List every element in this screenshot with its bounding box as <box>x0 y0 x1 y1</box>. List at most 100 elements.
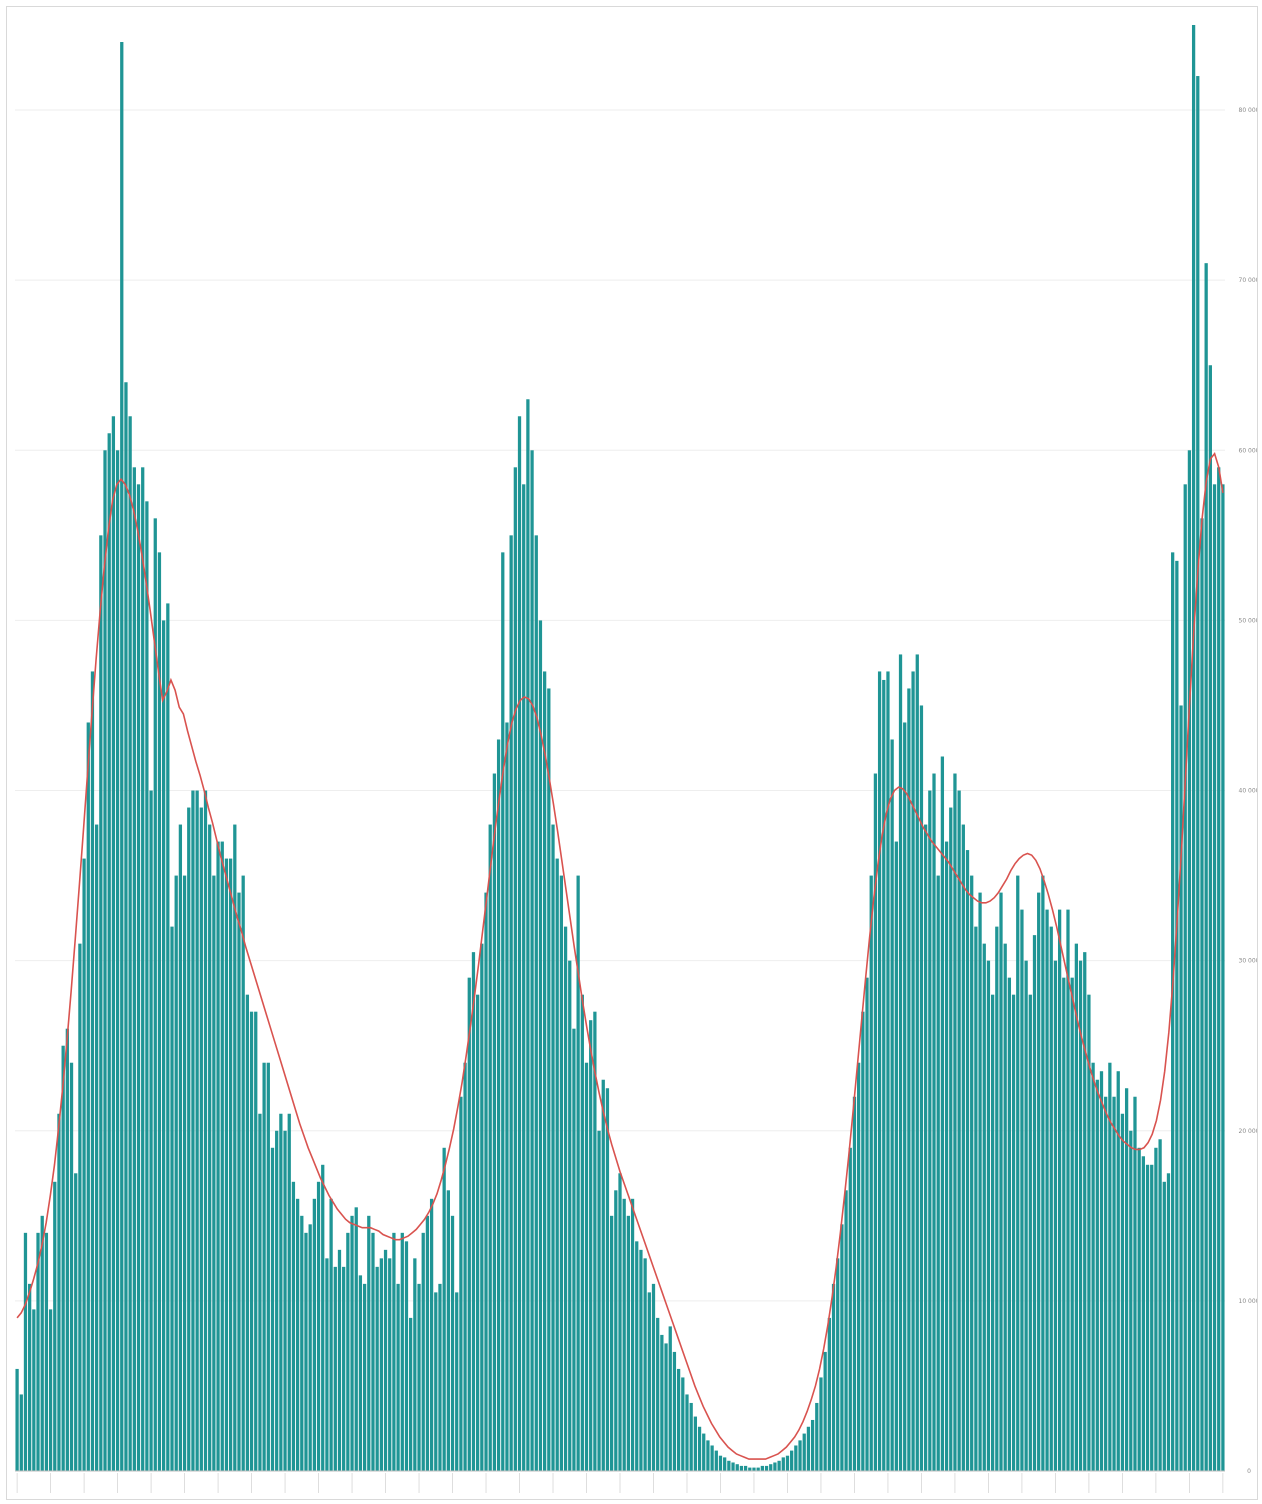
bar <box>819 1377 823 1471</box>
bar <box>291 1181 296 1471</box>
bar <box>467 977 471 1471</box>
bar <box>873 773 878 1471</box>
bar <box>961 824 965 1471</box>
bar <box>149 790 153 1471</box>
bar <box>668 1326 672 1471</box>
bar <box>1032 935 1037 1471</box>
bar <box>580 994 584 1471</box>
bar <box>584 1062 589 1471</box>
bar <box>693 1416 697 1471</box>
bar-series <box>15 25 1225 1472</box>
bar <box>635 1241 639 1471</box>
bar <box>65 1028 69 1471</box>
bar <box>999 892 1003 1471</box>
bar <box>865 977 869 1471</box>
bar <box>145 501 149 1472</box>
bar <box>216 841 220 1471</box>
bar <box>1175 560 1179 1471</box>
bar <box>270 1147 275 1471</box>
bar <box>1179 705 1183 1471</box>
bar <box>718 1455 723 1471</box>
bar <box>141 467 145 1471</box>
bar <box>982 943 986 1471</box>
bar <box>861 1011 865 1471</box>
bar <box>237 892 241 1471</box>
bar <box>182 875 187 1471</box>
bar <box>463 1062 467 1471</box>
y-tick-label: 40 000 <box>1239 788 1258 795</box>
bar <box>275 1130 279 1471</box>
bar <box>743 1465 748 1471</box>
bar <box>480 943 484 1471</box>
bar <box>706 1440 710 1471</box>
bar <box>74 1173 78 1471</box>
bar <box>153 518 157 1471</box>
bar <box>488 824 492 1471</box>
bar <box>325 1258 329 1471</box>
bar <box>1066 909 1070 1471</box>
bar <box>903 722 907 1471</box>
bar <box>1049 926 1053 1471</box>
bar <box>630 1198 635 1471</box>
y-tick-label: 20 000 <box>1239 1128 1258 1135</box>
bar <box>413 1258 417 1471</box>
bar <box>986 960 991 1471</box>
bar <box>434 1292 438 1471</box>
bar <box>1099 1071 1104 1471</box>
bar <box>476 994 480 1471</box>
bar <box>1011 994 1016 1471</box>
bar <box>1141 1156 1145 1471</box>
bar <box>333 1266 337 1471</box>
bar <box>1024 960 1028 1471</box>
bar <box>492 773 497 1471</box>
moving-average-path <box>16 452 1224 1460</box>
bar <box>589 1020 593 1471</box>
bar <box>1217 467 1221 1471</box>
bar <box>95 824 99 1471</box>
bar <box>664 1343 668 1471</box>
bar <box>735 1464 739 1471</box>
bar <box>44 1232 49 1471</box>
bar <box>651 1283 656 1471</box>
bar <box>769 1464 773 1471</box>
bar <box>233 824 237 1471</box>
bar <box>794 1445 798 1471</box>
bar <box>953 773 957 1471</box>
bar <box>425 1215 430 1471</box>
bar <box>162 620 166 1471</box>
bar <box>455 1292 459 1471</box>
bar <box>90 671 95 1471</box>
bar <box>936 875 940 1471</box>
bar <box>300 1215 304 1471</box>
bar <box>501 552 505 1471</box>
bar <box>350 1215 354 1471</box>
bar <box>840 1224 844 1471</box>
bar <box>99 535 103 1471</box>
bar <box>752 1467 756 1471</box>
bar <box>773 1462 777 1471</box>
bar <box>710 1445 714 1471</box>
bar <box>287 1113 291 1471</box>
bar <box>672 1351 677 1471</box>
bar <box>446 1190 450 1471</box>
y-tick-label: 70 000 <box>1239 277 1258 284</box>
bar <box>731 1462 735 1471</box>
bar <box>195 790 199 1471</box>
bar <box>371 1232 375 1471</box>
bar <box>321 1164 325 1471</box>
bar <box>509 535 513 1471</box>
bar <box>212 875 216 1471</box>
y-tick-label: 50 000 <box>1239 617 1258 624</box>
bar <box>685 1394 689 1471</box>
bar <box>178 824 183 1471</box>
bar <box>995 926 999 1471</box>
bar <box>1166 1173 1171 1471</box>
bar <box>806 1426 811 1471</box>
bar <box>1087 994 1091 1471</box>
bar <box>505 722 509 1471</box>
bar <box>304 1232 308 1471</box>
bar <box>1083 952 1087 1471</box>
bar <box>970 875 974 1471</box>
bar <box>836 1258 840 1471</box>
bar <box>362 1283 367 1471</box>
